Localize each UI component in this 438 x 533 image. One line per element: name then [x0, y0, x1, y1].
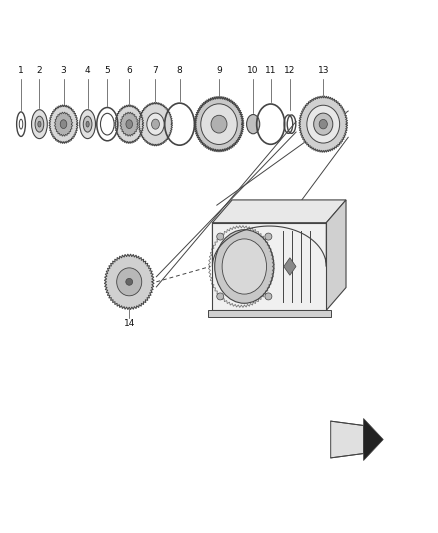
Ellipse shape — [38, 122, 41, 127]
Circle shape — [265, 293, 272, 300]
Polygon shape — [104, 254, 154, 310]
Ellipse shape — [83, 116, 92, 132]
Text: 9: 9 — [216, 66, 222, 75]
Ellipse shape — [117, 268, 142, 296]
Text: 2: 2 — [37, 66, 42, 75]
Ellipse shape — [147, 113, 164, 135]
Text: 7: 7 — [152, 66, 159, 75]
Circle shape — [217, 293, 224, 300]
Circle shape — [217, 233, 224, 240]
Polygon shape — [284, 258, 296, 275]
Ellipse shape — [86, 122, 89, 127]
Polygon shape — [331, 421, 364, 458]
Polygon shape — [49, 105, 78, 143]
Text: 3: 3 — [60, 66, 67, 75]
Text: 10: 10 — [247, 66, 259, 75]
Text: 4: 4 — [85, 66, 90, 75]
Ellipse shape — [32, 110, 47, 139]
Text: 6: 6 — [126, 66, 132, 75]
Text: 14: 14 — [124, 319, 135, 328]
Text: 11: 11 — [265, 66, 276, 75]
Ellipse shape — [247, 115, 260, 134]
Ellipse shape — [60, 120, 67, 128]
Ellipse shape — [211, 115, 227, 133]
Circle shape — [265, 233, 272, 240]
Ellipse shape — [152, 119, 159, 129]
Ellipse shape — [201, 104, 237, 144]
Polygon shape — [138, 102, 173, 146]
Polygon shape — [115, 105, 144, 143]
Text: 1: 1 — [18, 66, 24, 75]
Polygon shape — [212, 223, 326, 310]
Ellipse shape — [215, 230, 274, 303]
Text: 12: 12 — [284, 66, 296, 75]
Ellipse shape — [319, 119, 327, 129]
Polygon shape — [326, 200, 346, 310]
Polygon shape — [120, 112, 138, 136]
Polygon shape — [364, 418, 383, 461]
Ellipse shape — [126, 120, 132, 128]
Ellipse shape — [222, 239, 266, 294]
Polygon shape — [194, 96, 244, 152]
Ellipse shape — [80, 110, 95, 139]
Polygon shape — [208, 310, 331, 317]
Polygon shape — [54, 112, 73, 136]
Polygon shape — [299, 96, 348, 152]
Text: 13: 13 — [318, 66, 329, 75]
Ellipse shape — [307, 105, 339, 143]
Text: 5: 5 — [104, 66, 110, 75]
Circle shape — [126, 278, 133, 285]
Text: 8: 8 — [177, 66, 183, 75]
Ellipse shape — [35, 116, 44, 132]
Polygon shape — [212, 200, 346, 223]
Ellipse shape — [314, 113, 333, 135]
